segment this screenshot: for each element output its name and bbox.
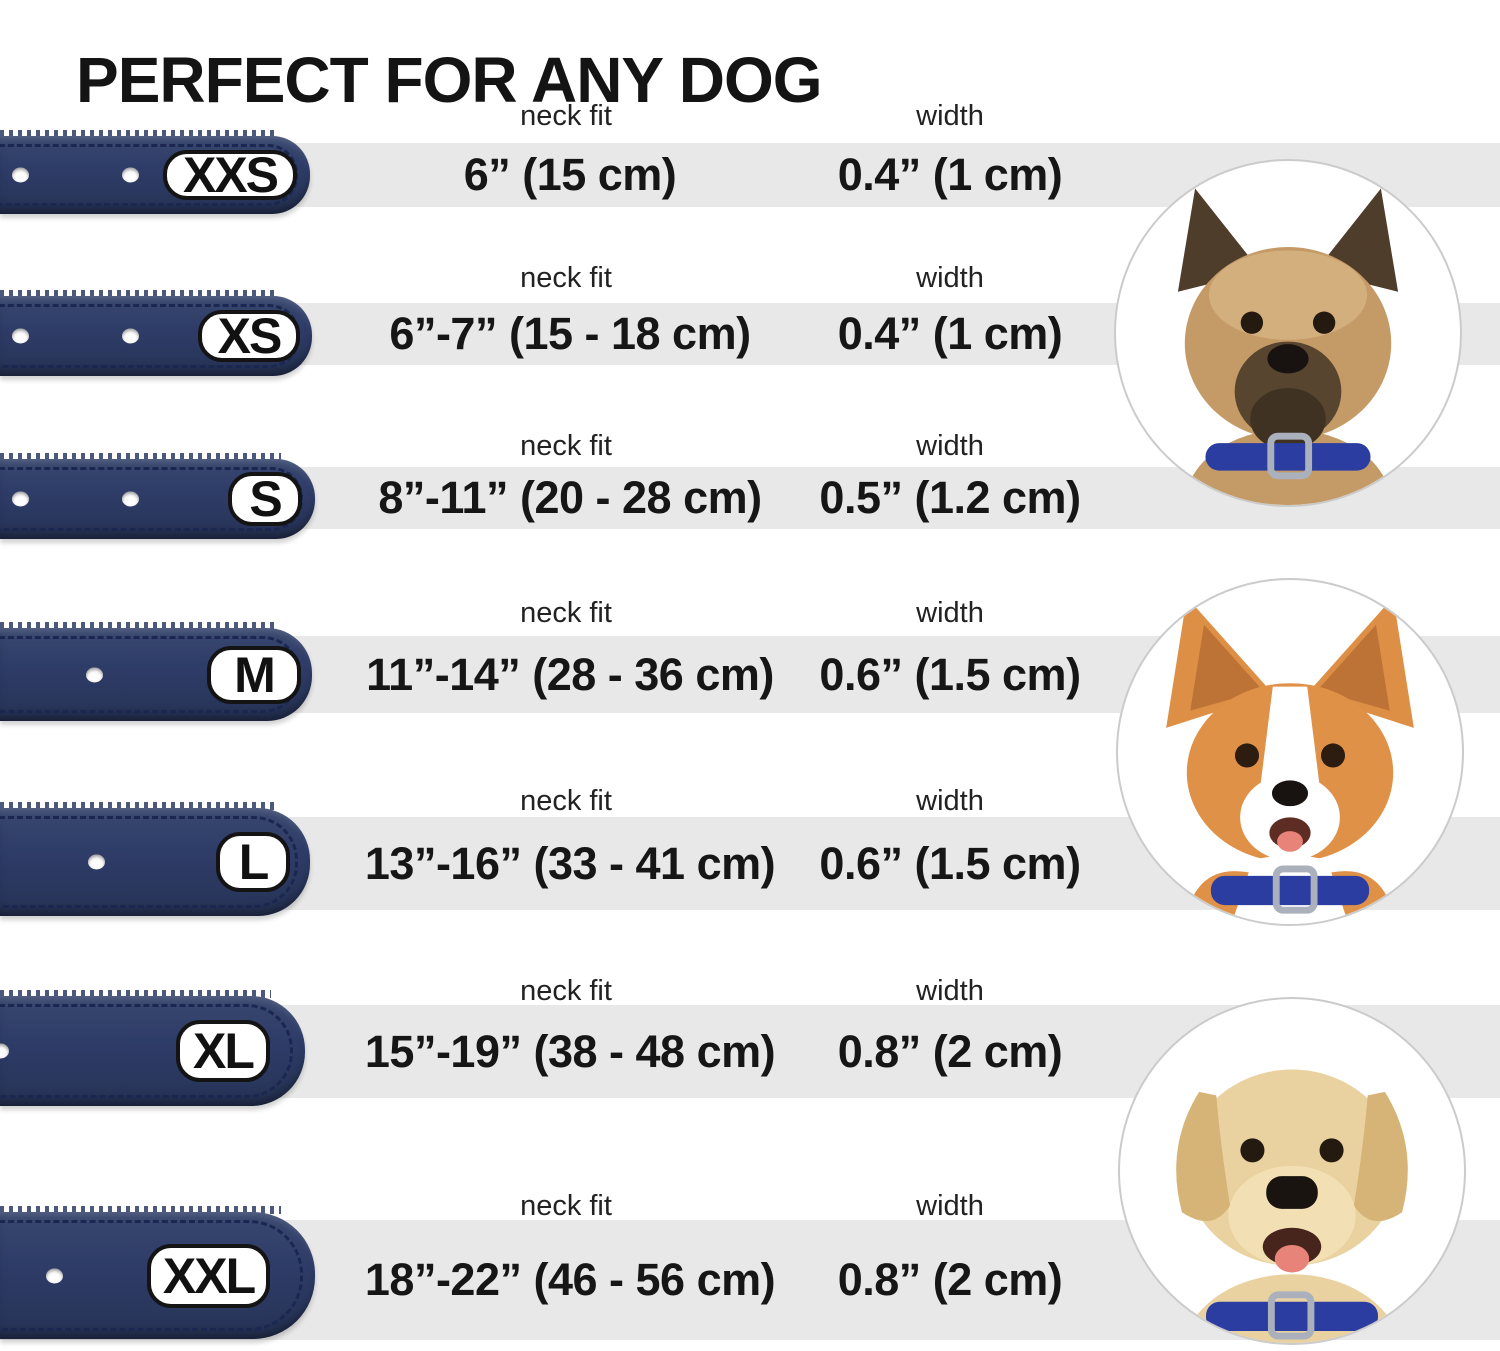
collar-strap-m: M bbox=[0, 628, 312, 721]
width-value: 0.8” (2 cm) bbox=[837, 1254, 1063, 1305]
collar-hole bbox=[122, 491, 139, 507]
collar-strap-l: L bbox=[0, 808, 310, 916]
size-tag: XXL bbox=[147, 1243, 270, 1308]
width-header: width bbox=[916, 430, 984, 462]
collar-hole bbox=[122, 167, 139, 183]
corgi-illustration bbox=[1166, 597, 1414, 924]
width-value: 0.6” (1.5 cm) bbox=[819, 648, 1081, 700]
neck-fit-value: 15”-19” (38 - 48 cm) bbox=[364, 1025, 776, 1077]
suede-edge bbox=[0, 130, 276, 138]
small-terrier-dog-photo bbox=[1114, 159, 1462, 507]
width-header: width bbox=[916, 597, 984, 629]
stitching bbox=[0, 1004, 293, 1098]
width-header: width bbox=[916, 100, 984, 132]
size-tag: L bbox=[216, 832, 290, 892]
width-value: 0.6” (1.5 cm) bbox=[819, 837, 1081, 889]
neck-fit-header: neck fit bbox=[520, 785, 612, 817]
terrier-illustration bbox=[1177, 188, 1399, 505]
labrador-illustration bbox=[1176, 1069, 1408, 1343]
neck-fit-value: 6”-7” (15 - 18 cm) bbox=[389, 308, 751, 359]
width-value: 0.4” (1 cm) bbox=[837, 149, 1063, 200]
width-value: 0.4” (1 cm) bbox=[837, 308, 1063, 359]
stitching bbox=[0, 1220, 303, 1331]
neck-fit-header: neck fit bbox=[520, 430, 612, 462]
neck-fit-value: 18”-22” (46 - 56 cm) bbox=[364, 1254, 776, 1305]
collar-strap-s: S bbox=[0, 459, 315, 539]
collar-strap-xl: XL bbox=[0, 996, 305, 1106]
collar-hole bbox=[122, 328, 139, 344]
width-header: width bbox=[916, 1190, 984, 1222]
page-title: PERFECT FOR ANY DOG bbox=[76, 43, 822, 116]
size-tag: XL bbox=[176, 1020, 270, 1082]
suede-edge bbox=[0, 290, 278, 298]
width-header: width bbox=[916, 262, 984, 294]
width-value: 0.5” (1.2 cm) bbox=[819, 472, 1081, 523]
neck-fit-header: neck fit bbox=[520, 100, 612, 132]
neck-fit-header: neck fit bbox=[520, 1190, 612, 1222]
stitching bbox=[0, 816, 298, 908]
neck-fit-value: 11”-14” (28 - 36 cm) bbox=[366, 648, 774, 700]
corgi-dog-photo bbox=[1116, 578, 1464, 926]
suede-edge bbox=[0, 453, 281, 461]
size-tag: XS bbox=[198, 308, 300, 364]
neck-fit-value: 8”-11” (20 - 28 cm) bbox=[378, 472, 762, 523]
size-tag: S bbox=[228, 471, 302, 527]
suede-edge bbox=[0, 622, 278, 630]
collar-hole bbox=[88, 854, 105, 870]
collar-strap-xxl: XXL bbox=[0, 1212, 315, 1339]
neck-fit-value: 6” (15 cm) bbox=[463, 149, 677, 200]
suede-edge bbox=[0, 990, 271, 998]
collar-hole bbox=[12, 167, 29, 183]
suede-edge bbox=[0, 1206, 281, 1214]
neck-fit-header: neck fit bbox=[520, 597, 612, 629]
width-header: width bbox=[916, 975, 984, 1007]
collar-hole bbox=[46, 1268, 63, 1283]
neck-fit-value: 13”-16” (33 - 41 cm) bbox=[364, 837, 776, 889]
neck-fit-header: neck fit bbox=[520, 262, 612, 294]
size-tag: M bbox=[207, 645, 301, 704]
collar-hole bbox=[0, 1043, 9, 1059]
width-header: width bbox=[916, 785, 984, 817]
suede-edge bbox=[0, 802, 276, 810]
width-value: 0.8” (2 cm) bbox=[837, 1025, 1063, 1077]
collar-hole bbox=[12, 491, 29, 507]
collar-strap-xs: XS bbox=[0, 296, 312, 376]
neck-fit-header: neck fit bbox=[520, 975, 612, 1007]
collar-strap-xxs: XXS bbox=[0, 136, 310, 214]
size-tag: XXS bbox=[163, 147, 297, 203]
collar-hole bbox=[86, 667, 103, 682]
collar-hole bbox=[12, 328, 29, 344]
labrador-dog-photo bbox=[1118, 997, 1466, 1345]
